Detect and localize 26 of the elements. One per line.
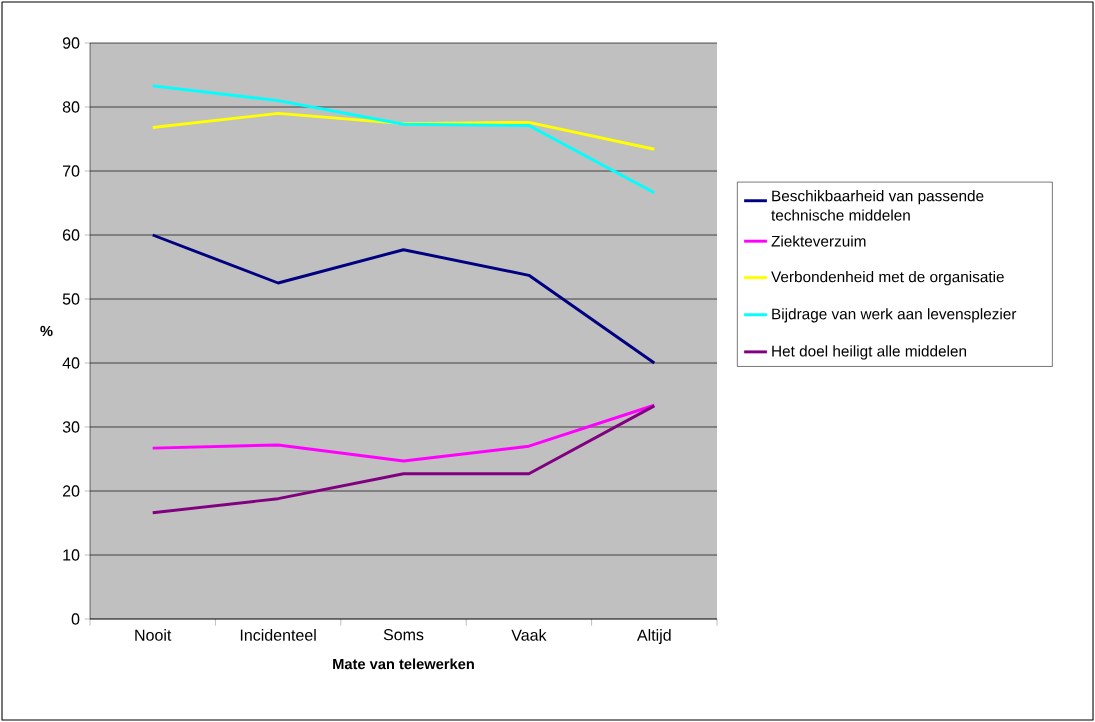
line-series — [151, 84, 656, 195]
legend-label: Ziekteverzuim — [771, 235, 866, 247]
x-tick-label: Vaak — [511, 629, 547, 641]
y-tick-label: 60 — [62, 229, 80, 241]
line-series — [151, 404, 656, 515]
x-tick-label: Nooit — [135, 629, 172, 641]
y-tick-label: 0 — [71, 613, 80, 625]
y-tick-label: 90 — [62, 37, 80, 49]
legend-label: Beschikbaarheid van passende technische middelen — [771, 190, 984, 221]
y-tick-label: 10 — [63, 549, 80, 561]
x-tick-label: Incidenteel — [240, 629, 316, 641]
y-tick-label: 40 — [62, 357, 80, 369]
legend-label: Bijdrage van werk aan levensplezier — [772, 308, 1017, 323]
y-tick-label: 80 — [62, 101, 80, 113]
y-tick-label: 70 — [62, 165, 80, 177]
line-series — [151, 233, 656, 365]
x-tick-label: Altijd — [636, 629, 671, 644]
y-tick-label: 30 — [62, 421, 80, 433]
legend-label: Het doel heiligt alle middelen — [772, 345, 967, 360]
y-tick-label: 20 — [62, 485, 80, 497]
y-axis-title: % — [40, 325, 53, 337]
x-tick-label: Soms — [383, 629, 424, 641]
y-tick-label: 50 — [62, 293, 80, 305]
x-axis-title: Mate van telewerken — [333, 658, 474, 670]
legend-label: Verbondenheid met de organisatie — [771, 271, 1004, 286]
line-series — [151, 403, 656, 463]
